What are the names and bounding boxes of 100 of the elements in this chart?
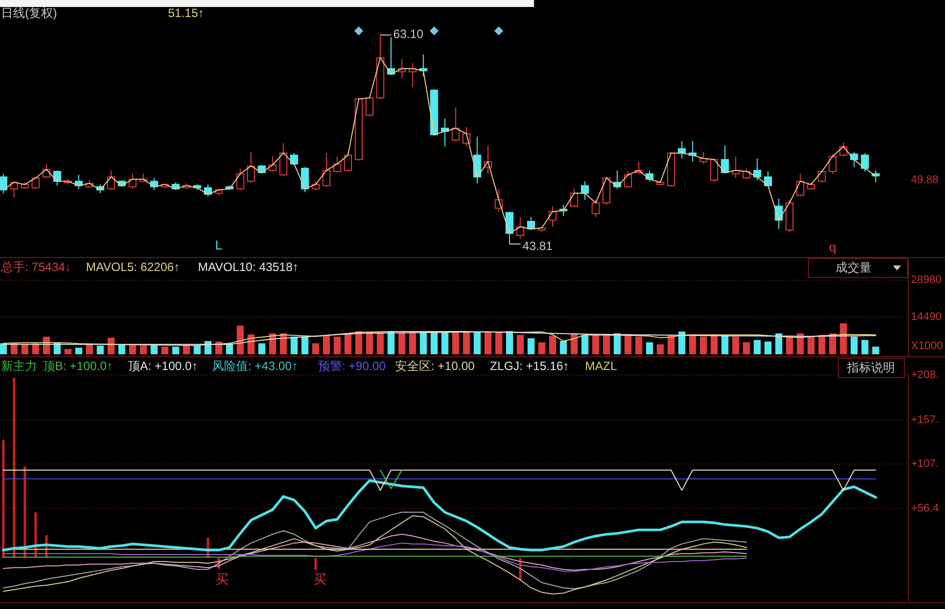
line-series: [2, 479, 877, 552]
bar: [118, 344, 126, 354]
annotation: 买: [313, 572, 326, 587]
bar: [764, 342, 772, 354]
bar: [614, 333, 621, 354]
bar: [850, 336, 858, 354]
bar: [420, 332, 427, 354]
bar: [592, 334, 600, 354]
candlestick: [580, 180, 589, 200]
candlestick: [506, 211, 514, 244]
bar: [204, 341, 212, 354]
bar: [829, 333, 836, 354]
candlestick: [32, 176, 40, 190]
y-tick-label: 14490: [911, 311, 942, 324]
bar: [388, 332, 395, 354]
candlestick: [796, 173, 804, 197]
bar: [366, 332, 374, 354]
bar: [172, 346, 180, 354]
bar: [86, 344, 93, 354]
candlestick: [0, 173, 8, 194]
bar: [312, 343, 320, 354]
bar: [516, 334, 524, 354]
y-tick-label: 28980: [911, 274, 942, 286]
bar: [32, 343, 40, 354]
candlestick: [753, 158, 762, 181]
annotation: L: [215, 237, 222, 252]
y-tick-label: +208.: [911, 369, 939, 382]
bar: [194, 346, 201, 354]
candlestick: [720, 145, 729, 174]
annotation: MAVOL5: 62206↑: [86, 260, 180, 274]
bar: [290, 336, 298, 354]
bar: [732, 336, 740, 354]
line-series: [2, 542, 747, 572]
bar: [474, 332, 481, 354]
text: 51.15↑: [168, 6, 204, 20]
bar: [560, 341, 567, 354]
candlestick: [366, 96, 374, 117]
bar: [2, 440, 5, 558]
chart-title: 新主力: [1, 359, 37, 374]
candlestick: [107, 170, 116, 190]
bar: [646, 342, 654, 354]
bar: [21, 344, 28, 354]
candlestick: [860, 152, 869, 172]
y-tick-label: +107.: [911, 458, 939, 470]
bar: [710, 334, 718, 354]
annotation: 总手: 75434↓: [0, 260, 72, 274]
candlestick: [624, 170, 632, 188]
bar: [549, 336, 556, 354]
text: 顶B: +100.0↑: [43, 359, 113, 374]
bar: [269, 333, 276, 354]
bar: [258, 343, 266, 354]
candlestick: [452, 107, 460, 142]
bar: [344, 334, 352, 354]
text: 49.88: [911, 174, 939, 186]
bar: [668, 334, 675, 354]
candlestick: [344, 152, 352, 172]
bar: [796, 333, 804, 354]
bar: [236, 326, 244, 354]
candlestick: [333, 156, 342, 174]
annotation: 指标说明: [846, 360, 895, 375]
candlestick: [247, 152, 256, 183]
annotation: 成交量: [836, 260, 872, 275]
bar: [398, 332, 406, 354]
candlestick: [268, 156, 277, 172]
text: 预警: +90.00: [318, 359, 386, 374]
bar: [0, 343, 7, 354]
line-series: [2, 534, 747, 571]
bar: [12, 378, 16, 558]
bar: [301, 336, 308, 354]
candlestick: [440, 118, 449, 148]
bar: [602, 334, 610, 354]
bar: [10, 343, 18, 354]
bar: [624, 334, 632, 354]
bar: [775, 333, 782, 354]
candlestick: [300, 166, 309, 193]
bar: [721, 334, 728, 354]
y-axis-title: X1000: [911, 340, 943, 352]
bar: [840, 323, 847, 354]
bar: [495, 332, 502, 354]
bar: [462, 332, 470, 354]
bar: [182, 346, 190, 354]
bar: [678, 332, 686, 354]
text: 安全区: +10.00: [395, 359, 476, 374]
bar: [75, 348, 82, 354]
bar: [742, 342, 750, 354]
chart-title: 日线(复权): [1, 6, 57, 20]
bar: [506, 331, 514, 354]
annotation: MAVOL10: 43518↑: [198, 260, 299, 274]
bar: [872, 346, 880, 354]
bar: [700, 336, 707, 354]
bar: [129, 344, 136, 354]
bar: [689, 334, 696, 354]
bar: [538, 342, 546, 354]
candlestick: [236, 168, 244, 190]
bar: [314, 558, 317, 570]
bar: [280, 333, 287, 354]
text: 风险值: +43.00↑: [212, 359, 298, 374]
bar: [150, 344, 158, 354]
candlestick: [764, 170, 772, 186]
candlestick: [570, 188, 578, 208]
